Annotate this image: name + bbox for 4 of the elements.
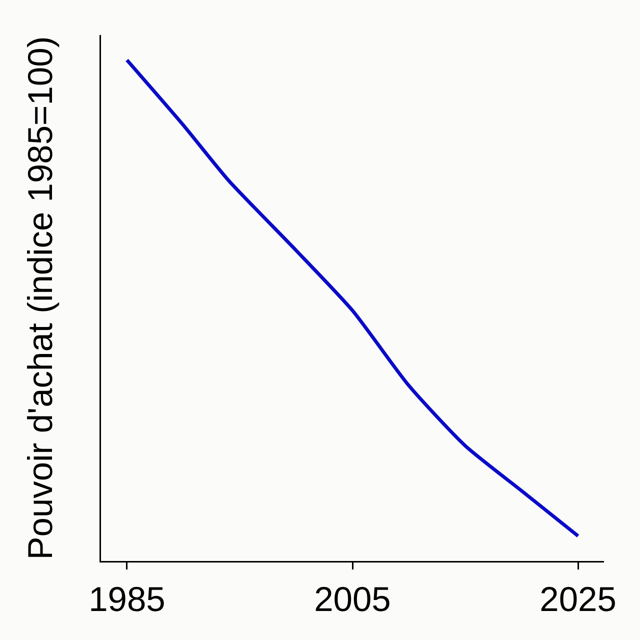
- y-axis-title: Pouvoir d'achat (indice 1985=100): [22, 36, 60, 560]
- x-tick-label: 1985: [88, 580, 166, 619]
- x-tick-label: 2005: [314, 580, 391, 619]
- x-tick-label: 2025: [540, 580, 616, 619]
